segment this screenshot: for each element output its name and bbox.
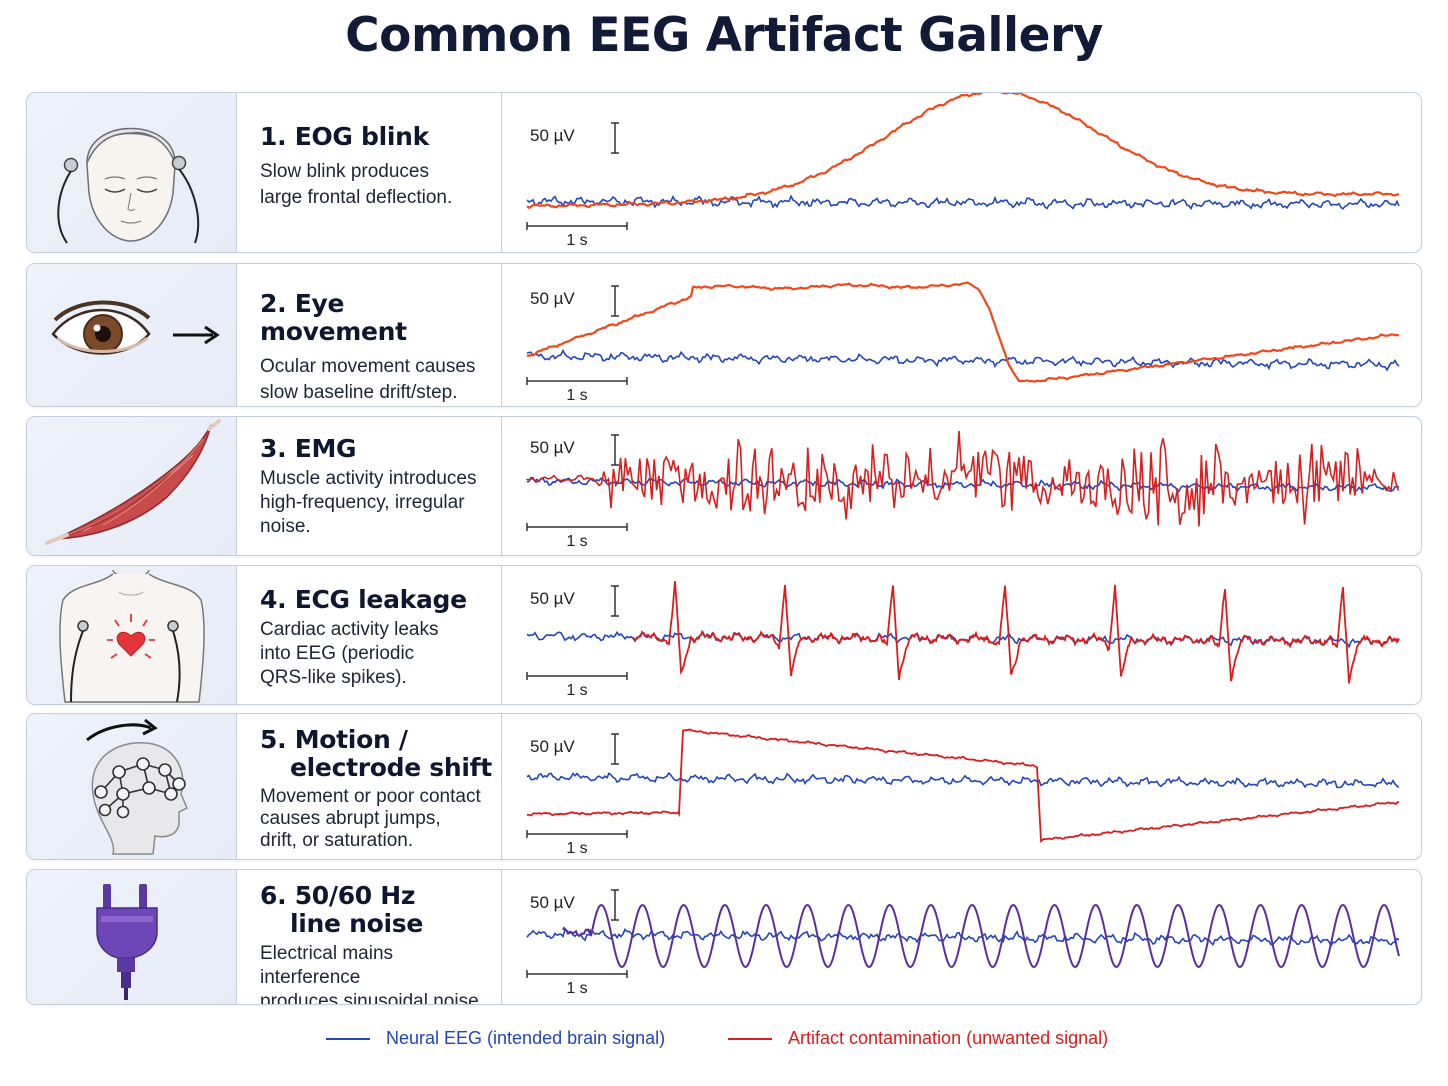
artifact-title: 1. EOG blink (260, 122, 430, 151)
artifact-text: 1. EOG blink Slow blink produces large fr… (238, 93, 502, 252)
icon-cell (27, 93, 237, 252)
legend: Neural EEG (intended brain signal) Artif… (0, 1028, 1448, 1054)
signal-plot: 50 µV 1 s (503, 714, 1421, 859)
amplitude-scale-bar (611, 434, 619, 466)
artifact-row-line-noise: 6. 50/60 Hz line noise Electrical mains i… (26, 869, 1422, 1005)
artifact-title: 4. ECG leakage (260, 585, 467, 614)
signal-plot-svg: 50 µV 1 s (526, 581, 1400, 699)
artifact-description: Muscle activity introduces high-frequency… (260, 468, 477, 537)
amplitude-scale-label: 50 µV (530, 893, 575, 912)
icon-cell (27, 566, 237, 704)
time-scale-label: 1 s (566, 840, 587, 857)
signal-plot: 50 µV 1 s (503, 93, 1421, 252)
artifact-text: 4. ECG leakage Cardiac activity leaks int… (238, 566, 502, 704)
amplitude-scale-bar (611, 122, 619, 154)
artifact-trace (526, 93, 1400, 210)
artifact-title: 5. Motion / electrode shift (260, 725, 492, 782)
artifact-text: 3. EMG Muscle activity introduces high-fr… (238, 417, 502, 555)
time-scale-bar (526, 222, 628, 230)
time-scale-label: 1 s (566, 980, 587, 997)
eye-with-arrow-icon (51, 300, 220, 355)
neural-eeg-trace (526, 927, 1400, 948)
amplitude-scale-label: 50 µV (530, 126, 575, 145)
neural-eeg-trace (526, 348, 1400, 372)
artifact-title: 2. Eye movement (260, 289, 407, 346)
page-title: Common EEG Artifact Gallery (345, 8, 1103, 63)
icon-cell (27, 870, 237, 1004)
neural-eeg-trace (526, 194, 1400, 211)
artifact-row-motion: 5. Motion / electrode shift Movement or p… (26, 713, 1422, 860)
artifact-trace (526, 431, 1399, 527)
artifact-trace (526, 281, 1400, 383)
amplitude-scale-bar (611, 285, 619, 317)
icon-cell (27, 417, 237, 555)
amplitude-scale-label: 50 µV (530, 438, 575, 457)
artifact-text: 5. Motion / electrode shift Movement or p… (238, 714, 502, 859)
legend-item-neural: Neural EEG (intended brain signal) (326, 1028, 665, 1049)
artifact-trace (526, 728, 1400, 843)
time-scale-bar (526, 970, 628, 978)
time-scale-label: 1 s (566, 387, 587, 404)
artifact-row-eye-movement: 2. Eye movement Ocular movement causes sl… (26, 263, 1422, 407)
artifact-trace (562, 903, 1400, 969)
legend-label-neural: Neural EEG (intended brain signal) (386, 1028, 666, 1048)
amplitude-scale-bar (611, 889, 619, 921)
signal-plot-svg: 50 µV 1 s (526, 728, 1400, 857)
neural-eeg-trace (526, 771, 1400, 789)
chest-with-heart-icon (59, 569, 205, 703)
signal-plot-svg: 50 µV 1 s (526, 431, 1400, 550)
head-with-electrode-cap-icon (86, 718, 188, 855)
amplitude-scale-label: 50 µV (530, 289, 575, 308)
time-scale-label: 1 s (566, 232, 587, 249)
time-scale-bar (526, 523, 628, 531)
time-scale-label: 1 s (566, 533, 587, 550)
artifact-row-emg: 3. EMG Muscle activity introduces high-fr… (26, 416, 1422, 556)
legend-item-artifact: Artifact contamination (unwanted signal) (728, 1028, 1108, 1049)
icon-cell (27, 714, 237, 859)
artifact-text: 2. Eye movement Ocular movement causes sl… (238, 264, 502, 406)
time-scale-label: 1 s (566, 682, 587, 699)
time-scale-bar (526, 672, 628, 680)
amplitude-scale-bar (611, 585, 619, 617)
muscle-icon (45, 419, 221, 545)
artifact-trace (632, 581, 1400, 684)
time-scale-bar (526, 377, 628, 385)
artifact-description: Cardiac activity leaks into EEG (periodic… (260, 619, 439, 688)
signal-plot-svg: 50 µV 1 s (526, 281, 1400, 404)
legend-swatch-neural (326, 1037, 370, 1040)
artifact-description: Movement or poor contact causes abrupt ju… (260, 786, 481, 851)
signal-plot: 50 µV 1 s (503, 566, 1421, 704)
time-scale-bar (526, 830, 628, 838)
signal-plot: 50 µV 1 s (503, 264, 1421, 406)
amplitude-scale-bar (611, 733, 619, 765)
artifact-description: Ocular movement causes slow baseline drif… (260, 356, 476, 403)
signal-plot-svg: 50 µV 1 s (526, 889, 1400, 997)
artifact-description: Slow blink produces large frontal deflect… (260, 161, 453, 208)
signal-plot-svg: 50 µV 1 s (526, 93, 1400, 249)
legend-label-artifact: Artifact contamination (unwanted signal) (788, 1028, 1109, 1048)
signal-plot: 50 µV 1 s (503, 417, 1421, 555)
power-plug-icon (96, 884, 158, 1000)
amplitude-scale-label: 50 µV (530, 589, 575, 608)
face-with-electrodes-icon (57, 127, 200, 244)
artifact-description: Electrical mains interference produces si… (260, 943, 484, 1005)
legend-swatch-artifact (728, 1037, 772, 1040)
amplitude-scale-label: 50 µV (530, 737, 575, 756)
artifact-row-ecg-leakage: 4. ECG leakage Cardiac activity leaks int… (26, 565, 1422, 705)
signal-plot: 50 µV 1 s (503, 870, 1421, 1004)
artifact-text: 6. 50/60 Hz line noise Electrical mains i… (238, 870, 502, 1004)
artifact-title: 3. EMG (260, 434, 357, 463)
icon-cell (27, 264, 237, 406)
artifact-row-eog-blink: 1. EOG blink Slow blink produces large fr… (26, 92, 1422, 253)
artifact-title: 6. 50/60 Hz line noise (260, 881, 423, 938)
